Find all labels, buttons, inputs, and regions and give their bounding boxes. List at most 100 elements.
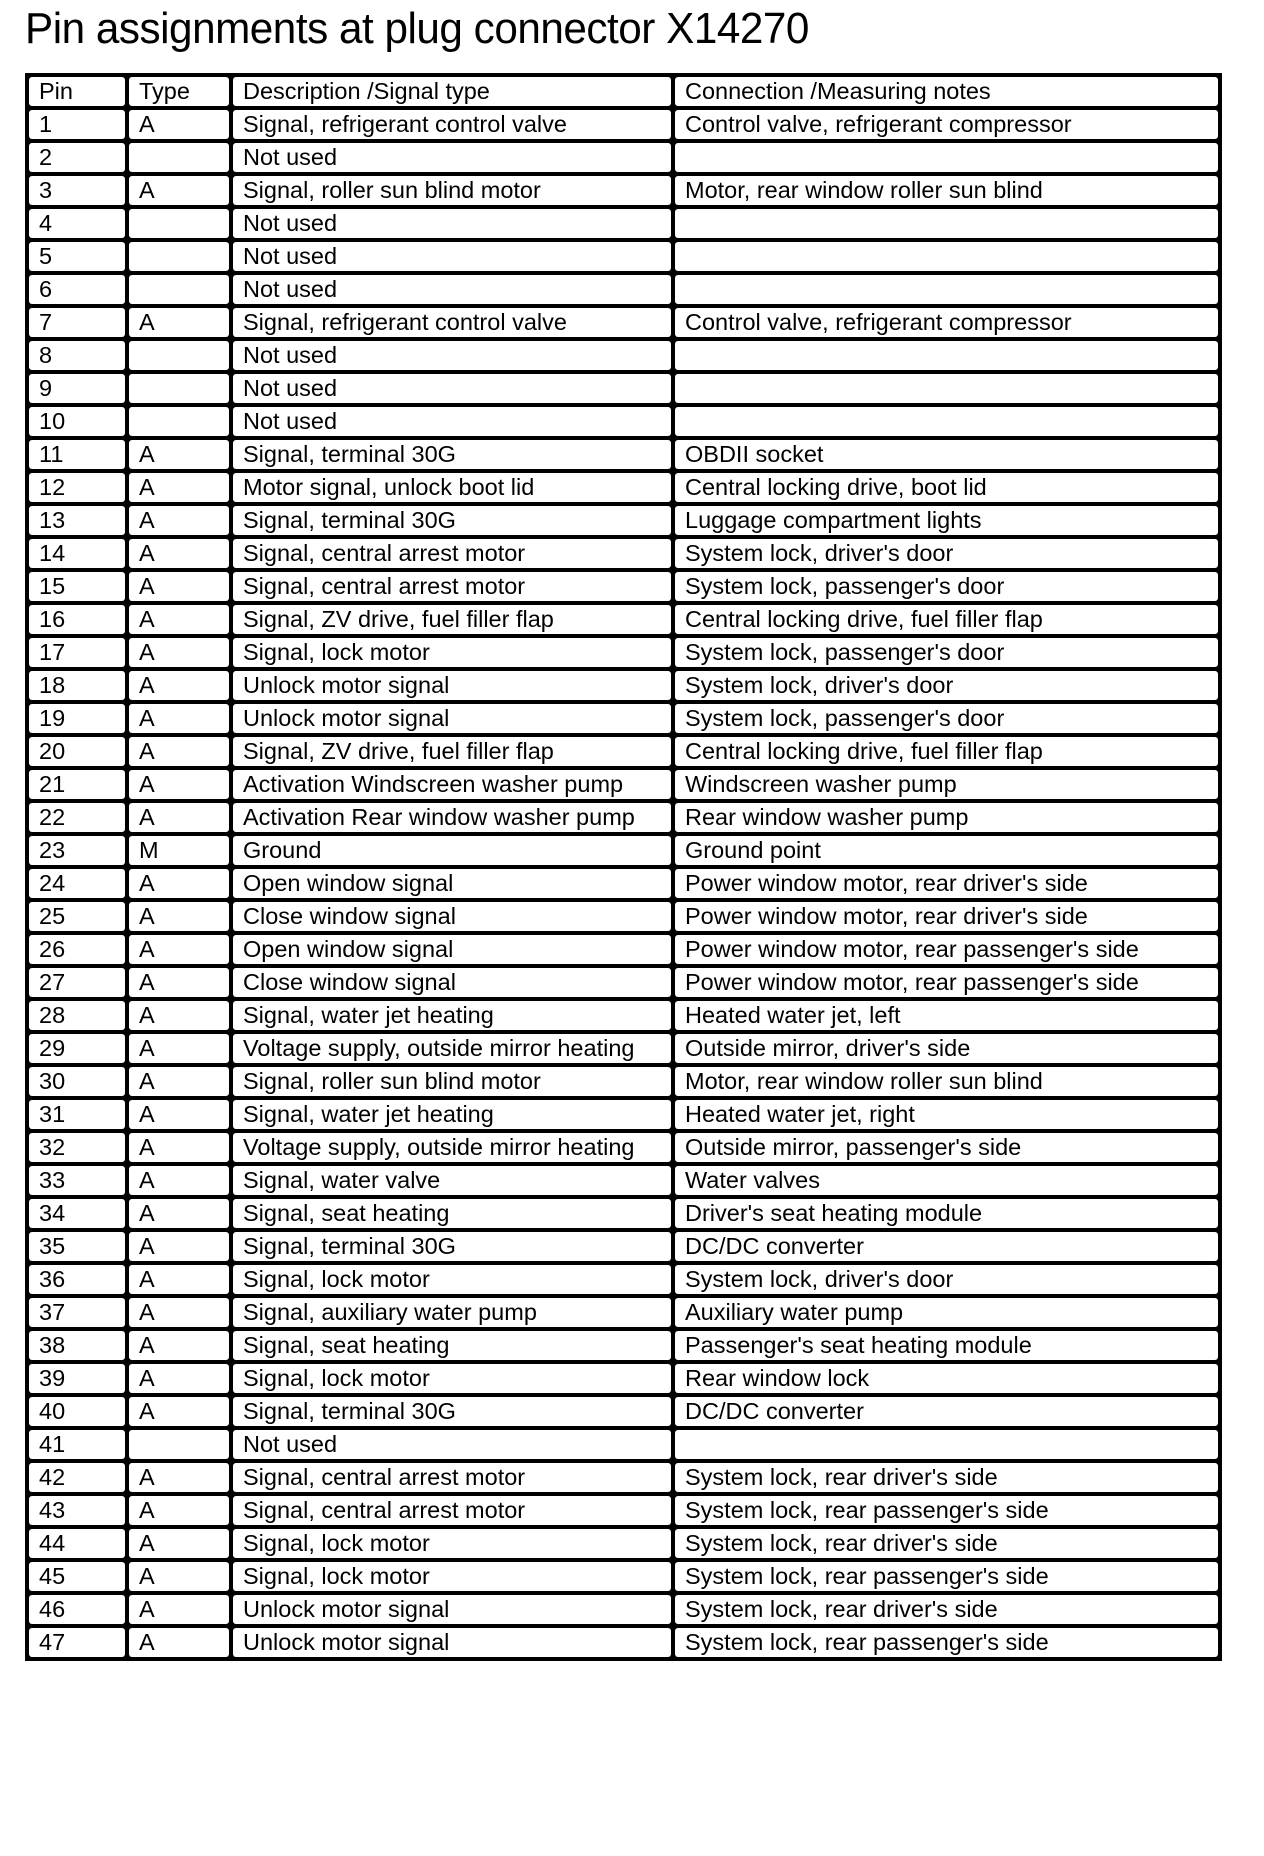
header-type: Type bbox=[129, 77, 229, 106]
pin-cell: 22 bbox=[29, 803, 125, 832]
type-cell: A bbox=[129, 572, 229, 601]
description-cell: Not used bbox=[233, 275, 671, 304]
type-cell: A bbox=[129, 1562, 229, 1591]
table-row: 42 A Signal, central arrest motor System lo… bbox=[29, 1463, 1218, 1492]
table-row: 24 A Open window signal Power window motor,… bbox=[29, 869, 1218, 898]
connection-cell: Driver's seat heating module bbox=[675, 1199, 1218, 1228]
pin-cell: 34 bbox=[29, 1199, 125, 1228]
connection-cell: Power window motor, rear passenger's sid… bbox=[675, 968, 1218, 997]
connection-cell: Windscreen washer pump bbox=[675, 770, 1218, 799]
type-cell: A bbox=[129, 704, 229, 733]
pin-cell: 25 bbox=[29, 902, 125, 931]
table-row: 35 A Signal, terminal 30G DC/DC converter bbox=[29, 1232, 1218, 1261]
description-cell: Unlock motor signal bbox=[233, 1595, 671, 1624]
description-cell: Motor signal, unlock boot lid bbox=[233, 473, 671, 502]
table-row: 12 A Motor signal, unlock boot lid Central … bbox=[29, 473, 1218, 502]
description-cell: Not used bbox=[233, 1430, 671, 1459]
description-cell: Not used bbox=[233, 242, 671, 271]
connection-cell bbox=[675, 374, 1218, 403]
connection-cell bbox=[675, 407, 1218, 436]
description-cell: Close window signal bbox=[233, 968, 671, 997]
pin-cell: 21 bbox=[29, 770, 125, 799]
table-row: 7 A Signal, refrigerant control valve Contr… bbox=[29, 308, 1218, 337]
connection-cell: Heated water jet, left bbox=[675, 1001, 1218, 1030]
connection-cell bbox=[675, 341, 1218, 370]
pin-cell: 43 bbox=[29, 1496, 125, 1525]
table-row: 33 A Signal, water valve Water valves bbox=[29, 1166, 1218, 1195]
description-cell: Signal, ZV drive, fuel filler flap bbox=[233, 737, 671, 766]
type-cell: A bbox=[129, 770, 229, 799]
type-cell: A bbox=[129, 506, 229, 535]
description-cell: Voltage supply, outside mirror heating bbox=[233, 1034, 671, 1063]
table-row: 18 A Unlock motor signal System lock, drive… bbox=[29, 671, 1218, 700]
connection-cell: Central locking drive, fuel filler flap bbox=[675, 605, 1218, 634]
connection-cell: Water valves bbox=[675, 1166, 1218, 1195]
description-cell: Signal, auxiliary water pump bbox=[233, 1298, 671, 1327]
connection-cell: System lock, rear driver's side bbox=[675, 1595, 1218, 1624]
connection-cell: Power window motor, rear driver's side bbox=[675, 902, 1218, 931]
pin-cell: 3 bbox=[29, 176, 125, 205]
pin-cell: 31 bbox=[29, 1100, 125, 1129]
type-cell: A bbox=[129, 308, 229, 337]
connection-cell: Auxiliary water pump bbox=[675, 1298, 1218, 1327]
table-row: 31 A Signal, water jet heating Heated water… bbox=[29, 1100, 1218, 1129]
connection-cell: Central locking drive, boot lid bbox=[675, 473, 1218, 502]
pin-cell: 47 bbox=[29, 1628, 125, 1657]
connection-cell: Control valve, refrigerant compressor bbox=[675, 308, 1218, 337]
pin-cell: 45 bbox=[29, 1562, 125, 1591]
connection-cell bbox=[675, 242, 1218, 271]
connection-cell: Outside mirror, passenger's side bbox=[675, 1133, 1218, 1162]
connection-cell: System lock, passenger's door bbox=[675, 572, 1218, 601]
table-row: 39 A Signal, lock motor Rear window lock bbox=[29, 1364, 1218, 1393]
type-cell: A bbox=[129, 638, 229, 667]
type-cell: A bbox=[129, 1133, 229, 1162]
connection-cell: DC/DC converter bbox=[675, 1397, 1218, 1426]
pin-cell: 8 bbox=[29, 341, 125, 370]
table-row: 15 A Signal, central arrest motor System lo… bbox=[29, 572, 1218, 601]
description-cell: Signal, central arrest motor bbox=[233, 539, 671, 568]
type-cell: A bbox=[129, 1397, 229, 1426]
table-row: 26 A Open window signal Power window motor,… bbox=[29, 935, 1218, 964]
type-cell: A bbox=[129, 1298, 229, 1327]
type-cell: A bbox=[129, 671, 229, 700]
description-cell: Signal, refrigerant control valve bbox=[233, 308, 671, 337]
connection-cell: Rear window lock bbox=[675, 1364, 1218, 1393]
type-cell: A bbox=[129, 1364, 229, 1393]
table-row: 29 A Voltage supply, outside mirror heatin… bbox=[29, 1034, 1218, 1063]
type-cell: A bbox=[129, 1331, 229, 1360]
connection-cell bbox=[675, 143, 1218, 172]
table-row: 10 Not used bbox=[29, 407, 1218, 436]
connection-cell bbox=[675, 209, 1218, 238]
table-row: 38 A Signal, seat heating Passenger's seat … bbox=[29, 1331, 1218, 1360]
pin-cell: 44 bbox=[29, 1529, 125, 1558]
connection-cell: System lock, rear driver's side bbox=[675, 1463, 1218, 1492]
table-row: 44 A Signal, lock motor System lock, rear d… bbox=[29, 1529, 1218, 1558]
connection-cell: System lock, rear passenger's side bbox=[675, 1628, 1218, 1657]
connection-cell: Heated water jet, right bbox=[675, 1100, 1218, 1129]
connection-cell: Power window motor, rear driver's side bbox=[675, 869, 1218, 898]
connection-cell: Outside mirror, driver's side bbox=[675, 1034, 1218, 1063]
type-cell: A bbox=[129, 1166, 229, 1195]
description-cell: Signal, water jet heating bbox=[233, 1001, 671, 1030]
type-cell: A bbox=[129, 110, 229, 139]
type-cell: A bbox=[129, 869, 229, 898]
pin-cell: 32 bbox=[29, 1133, 125, 1162]
description-cell: Open window signal bbox=[233, 935, 671, 964]
connection-cell: Central locking drive, fuel filler flap bbox=[675, 737, 1218, 766]
header-pin: Pin bbox=[29, 77, 125, 106]
pin-cell: 18 bbox=[29, 671, 125, 700]
pin-cell: 35 bbox=[29, 1232, 125, 1261]
description-cell: Signal, lock motor bbox=[233, 1364, 671, 1393]
connection-cell: Control valve, refrigerant compressor bbox=[675, 110, 1218, 139]
connection-cell: System lock, driver's door bbox=[675, 539, 1218, 568]
type-cell: A bbox=[129, 1595, 229, 1624]
pin-cell: 24 bbox=[29, 869, 125, 898]
table-row: 25 A Close window signal Power window motor… bbox=[29, 902, 1218, 931]
pin-cell: 39 bbox=[29, 1364, 125, 1393]
type-cell: A bbox=[129, 1496, 229, 1525]
description-cell: Signal, lock motor bbox=[233, 1529, 671, 1558]
header-connection: Connection /Measuring notes bbox=[675, 77, 1218, 106]
type-cell bbox=[129, 209, 229, 238]
connection-cell bbox=[675, 275, 1218, 304]
table-row: 23 M Ground Ground point bbox=[29, 836, 1218, 865]
